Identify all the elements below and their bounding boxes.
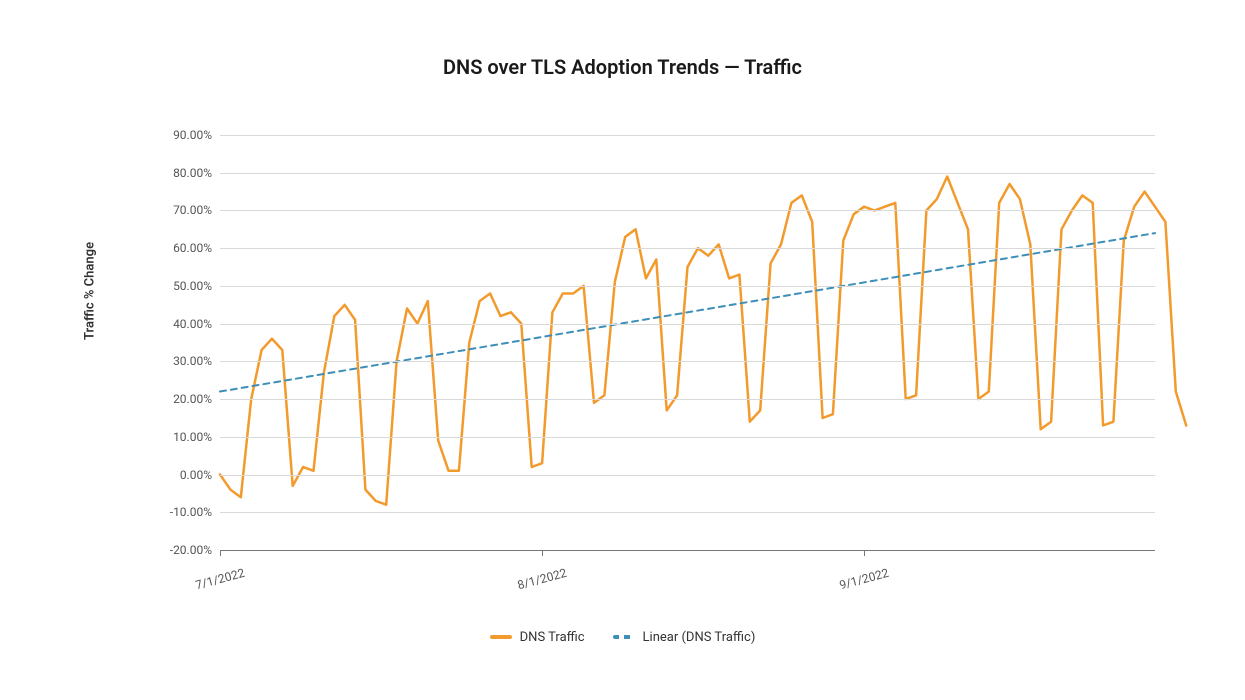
- y-tick-label: 10.00%: [173, 430, 220, 444]
- x-tick-mark: [864, 550, 865, 556]
- x-tick-label: 7/1/2022: [194, 566, 246, 593]
- y-tick-label: 30.00%: [173, 354, 220, 368]
- y-tick-label: 50.00%: [173, 279, 220, 293]
- x-tick-label: 8/1/2022: [516, 566, 568, 593]
- y-axis-label: Traffic % Change: [83, 242, 98, 340]
- legend-item: DNS Traffic: [490, 630, 585, 645]
- plot-area: -20.00%-10.00%0.00%10.00%20.00%30.00%40.…: [220, 135, 1155, 550]
- y-tick-label: 80.00%: [173, 166, 220, 180]
- gridline: [220, 324, 1155, 325]
- gridline: [220, 399, 1155, 400]
- x-tick-label: 9/1/2022: [838, 566, 890, 593]
- legend: DNS Traffic Linear (DNS Traffic): [0, 628, 1245, 645]
- y-tick-label: 60.00%: [173, 241, 220, 255]
- chart-title: DNS over TLS Adoption Trends — Traffic: [0, 55, 1245, 79]
- trend-line: [220, 233, 1155, 391]
- gridline: [220, 512, 1155, 513]
- chart-svg: [220, 135, 1155, 550]
- y-tick-label: -10.00%: [170, 505, 220, 519]
- y-tick-label: 70.00%: [173, 203, 220, 217]
- x-tick-mark: [542, 550, 543, 556]
- y-tick-label: 40.00%: [173, 317, 220, 331]
- gridline: [220, 135, 1155, 136]
- gridline: [220, 210, 1155, 211]
- legend-swatch: [490, 635, 512, 639]
- gridline: [220, 173, 1155, 174]
- chart-container: DNS over TLS Adoption Trends — Traffic T…: [0, 0, 1245, 700]
- gridline: [220, 550, 1155, 551]
- legend-label: Linear (DNS Traffic): [643, 630, 756, 645]
- gridline: [220, 361, 1155, 362]
- legend-item: Linear (DNS Traffic): [613, 630, 756, 645]
- legend-swatch: [613, 635, 635, 639]
- series-line: [220, 177, 1186, 505]
- x-tick-mark: [220, 550, 221, 556]
- y-tick-label: 0.00%: [180, 468, 220, 482]
- y-tick-label: 90.00%: [173, 128, 220, 142]
- y-tick-label: -20.00%: [170, 543, 220, 557]
- legend-label: DNS Traffic: [520, 630, 585, 645]
- gridline: [220, 437, 1155, 438]
- y-tick-label: 20.00%: [173, 392, 220, 406]
- gridline: [220, 475, 1155, 476]
- gridline: [220, 286, 1155, 287]
- gridline: [220, 248, 1155, 249]
